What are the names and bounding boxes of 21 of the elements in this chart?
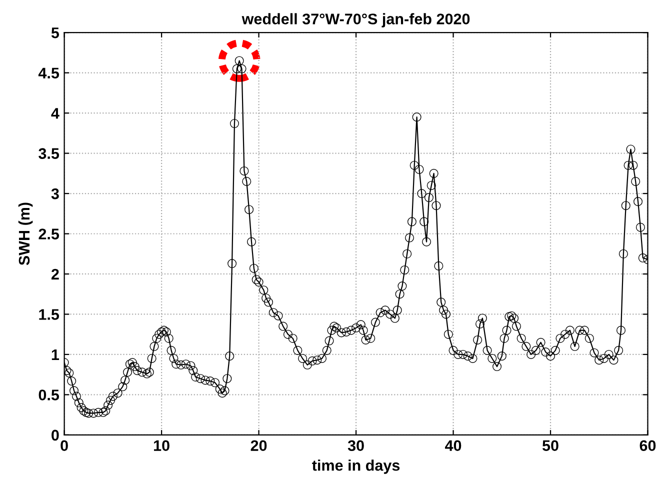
chart-title: weddell 37°W-70°S jan-feb 2020: [242, 13, 470, 28]
y-axis-title: SWH (m): [18, 202, 33, 266]
y-tick-label: 2.5: [38, 228, 60, 240]
x-tick-label: 0: [60, 440, 68, 452]
y-tick-label: 0: [52, 430, 59, 441]
y-tick-label: 3.5: [38, 148, 60, 159]
y-tick-label: 3: [51, 188, 59, 200]
x-tick-label: 50: [542, 440, 558, 452]
y-tick-label: 2: [51, 268, 59, 280]
x-tick-label: 30: [348, 440, 364, 452]
y-tick-label: 5: [51, 28, 60, 38]
x-tick-label: 20: [250, 440, 267, 452]
y-tick-label: 1.5: [39, 309, 60, 320]
y-tick-label: 1: [52, 349, 60, 360]
x-axis-title: time in days: [312, 460, 400, 474]
y-tick-label: 4: [51, 108, 60, 119]
x-tick-label: 60: [640, 440, 656, 452]
x-tick-label: 10: [154, 440, 170, 452]
y-tick-label: 4.5: [38, 68, 60, 78]
y-tick-label: 0.5: [38, 390, 60, 400]
x-tick-label: 40: [445, 440, 462, 452]
